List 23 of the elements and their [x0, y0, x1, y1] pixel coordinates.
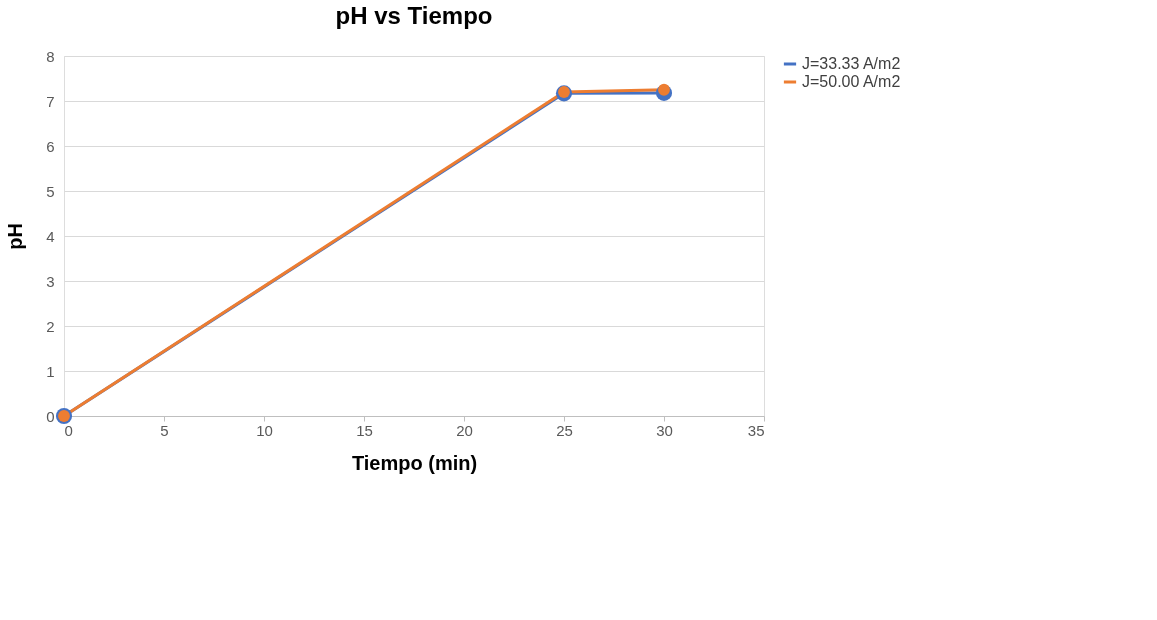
y-tick-label: 2 [46, 317, 55, 335]
x-tick-label: 35 [747, 421, 765, 439]
x-tick-label: 0 [64, 421, 73, 439]
y-tick-label: 8 [46, 47, 55, 65]
x-tick-label: 5 [160, 421, 169, 439]
x-tick-label: 20 [456, 421, 473, 439]
y-tick-label: 7 [46, 92, 55, 110]
legend-label: J=50.00 A/m2 [802, 73, 901, 90]
x-tick-label: 30 [656, 421, 673, 439]
y-tick-label: 0 [46, 407, 55, 425]
y-tick-label: 4 [46, 227, 55, 245]
x-tick-label: 25 [556, 421, 573, 439]
x-axis-title: Tiempo (min) [351, 451, 478, 474]
legend-label: J=33.33 A/m2 [802, 55, 901, 72]
chart-title: pH vs Tiempo [335, 2, 493, 29]
x-tick-label: 10 [256, 421, 273, 439]
y-tick-label: 5 [46, 182, 55, 200]
y-tick-label: 3 [46, 272, 55, 290]
x-tick-label: 15 [356, 421, 373, 439]
y-tick-label: 6 [46, 137, 55, 155]
y-tick-label: 1 [46, 362, 55, 380]
y-axis-title: pH [4, 223, 27, 250]
point [658, 83, 670, 96]
